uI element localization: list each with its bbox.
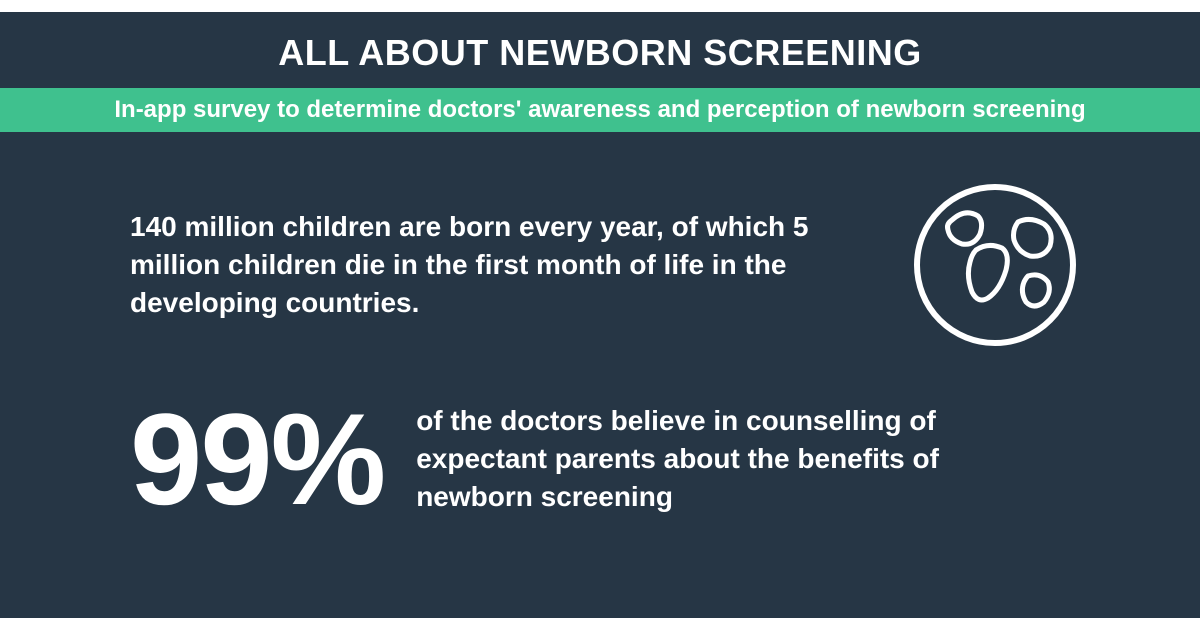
stat-row-births: 140 million children are born every year… (0, 132, 1200, 374)
page-title: ALL ABOUT NEWBORN SCREENING (0, 12, 1200, 88)
stat-text-births: 140 million children are born every year… (130, 208, 870, 321)
subtitle-band: In-app survey to determine doctors' awar… (0, 88, 1200, 132)
stat-percent: 99% (130, 394, 384, 524)
main-panel: ALL ABOUT NEWBORN SCREENING In-app surve… (0, 12, 1200, 618)
stat-text-doctors: of the doctors believe in counselling of… (416, 402, 1056, 515)
stat-row-doctors: 99% of the doctors believe in counsellin… (0, 374, 1200, 524)
globe-icon (910, 180, 1080, 350)
infographic-canvas: ALL ABOUT NEWBORN SCREENING In-app surve… (0, 0, 1200, 630)
